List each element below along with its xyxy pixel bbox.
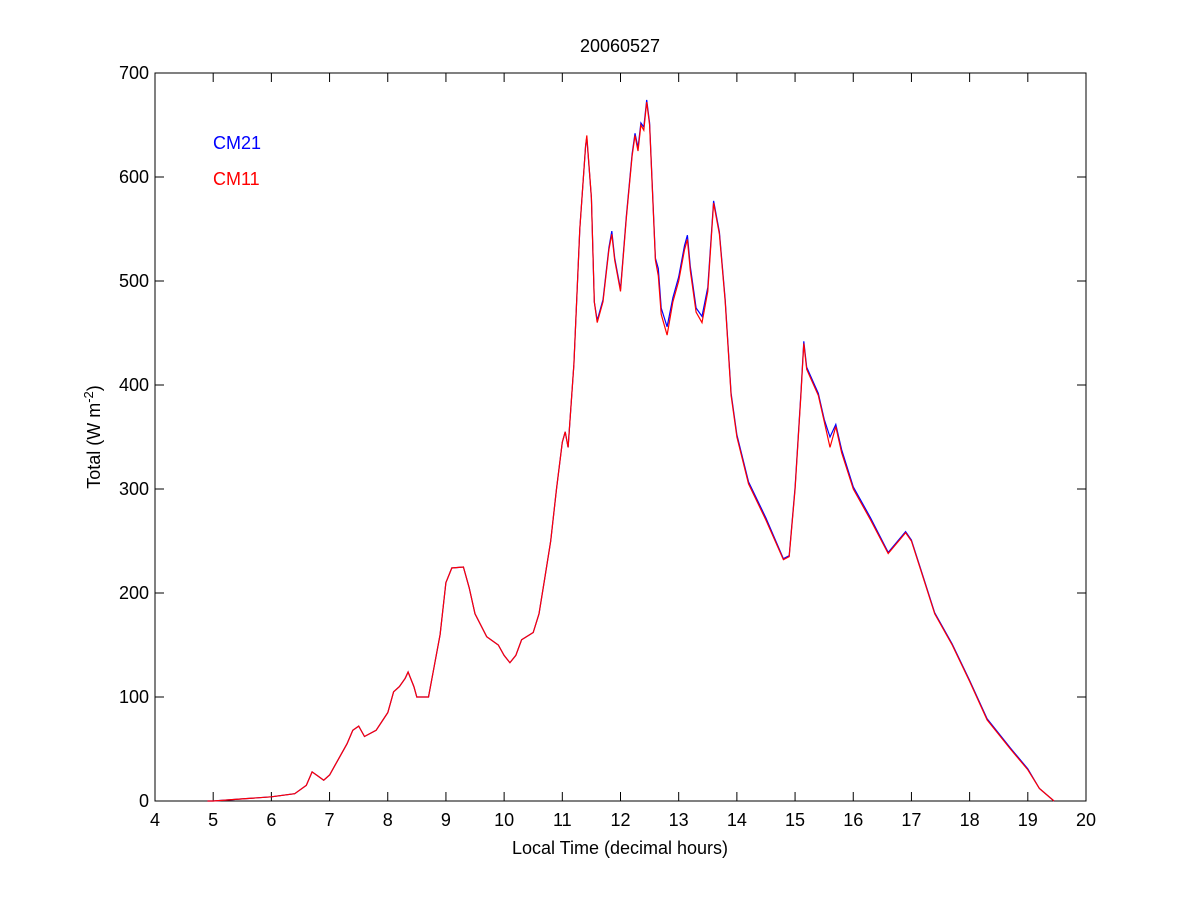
x-tick-label: 12 [610, 810, 630, 830]
x-tick-label: 10 [494, 810, 514, 830]
x-tick-label: 5 [208, 810, 218, 830]
y-tick-label: 0 [139, 791, 149, 811]
x-tick-label: 15 [785, 810, 805, 830]
legend-cm21: CM21 [213, 133, 261, 153]
y-tick-label: 700 [119, 63, 149, 83]
x-tick-label: 7 [325, 810, 335, 830]
y-tick-label: 300 [119, 479, 149, 499]
y-tick-label: 400 [119, 375, 149, 395]
x-tick-label: 4 [150, 810, 160, 830]
y-tick-label: 600 [119, 167, 149, 187]
series-line-cm11 [207, 102, 1055, 802]
legend-cm11: CM11 [213, 169, 260, 189]
x-tick-label: 19 [1018, 810, 1038, 830]
y-tick-label: 500 [119, 271, 149, 291]
x-tick-label: 11 [553, 810, 572, 830]
x-tick-label: 6 [266, 810, 276, 830]
x-tick-label: 8 [383, 810, 393, 830]
y-axis-label: Total (W m-2) [81, 385, 104, 489]
y-tick-label: 200 [119, 583, 149, 603]
x-tick-label: 13 [669, 810, 689, 830]
chart-title: 20060527 [580, 36, 660, 56]
plot-area [154, 72, 1087, 802]
x-tick-label: 16 [843, 810, 863, 830]
x-tick-label: 18 [960, 810, 980, 830]
x-axis-label: Local Time (decimal hours) [512, 838, 728, 858]
x-tick-label: 20 [1076, 810, 1096, 830]
x-tick-label: 17 [901, 810, 921, 830]
x-tick-label: 14 [727, 810, 747, 830]
y-tick-label: 100 [119, 687, 149, 707]
x-tick-label: 9 [441, 810, 451, 830]
